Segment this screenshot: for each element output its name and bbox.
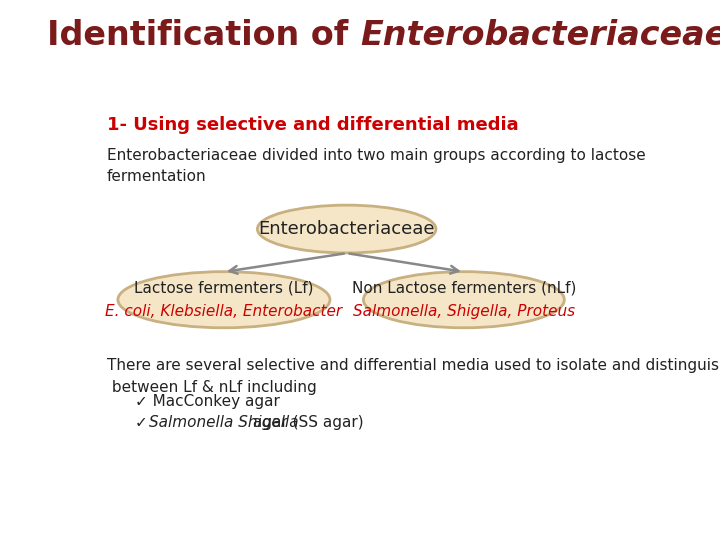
Text: There are several selective and differential media used to isolate and distingui: There are several selective and differen… xyxy=(107,358,720,395)
Text: ✓ MacConkey agar: ✓ MacConkey agar xyxy=(135,394,279,409)
Ellipse shape xyxy=(364,272,564,328)
Text: Salmonella, Shigella, Proteus: Salmonella, Shigella, Proteus xyxy=(353,304,575,319)
Ellipse shape xyxy=(118,272,330,328)
Text: Non Lactose fermenters (nLf): Non Lactose fermenters (nLf) xyxy=(351,281,576,295)
Text: E. coli, Klebsiella, Enterobacter: E. coli, Klebsiella, Enterobacter xyxy=(105,304,343,319)
Text: Identification of: Identification of xyxy=(47,18,360,52)
Ellipse shape xyxy=(258,205,436,253)
Text: Lactose fermenters (Lf): Lactose fermenters (Lf) xyxy=(134,281,314,295)
Text: Enterobacteriaceae divided into two main groups according to lactose
fermentatio: Enterobacteriaceae divided into two main… xyxy=(107,148,646,184)
Text: ✓: ✓ xyxy=(135,415,152,430)
Text: Enterobacteriaceae: Enterobacteriaceae xyxy=(360,18,720,52)
Text: Salmonella Shigella: Salmonella Shigella xyxy=(148,415,298,430)
Text: Enterobacteriaceae: Enterobacteriaceae xyxy=(258,220,435,238)
Text: agar (SS agar): agar (SS agar) xyxy=(248,415,364,430)
Text: 1- Using selective and differential media: 1- Using selective and differential medi… xyxy=(107,116,518,134)
